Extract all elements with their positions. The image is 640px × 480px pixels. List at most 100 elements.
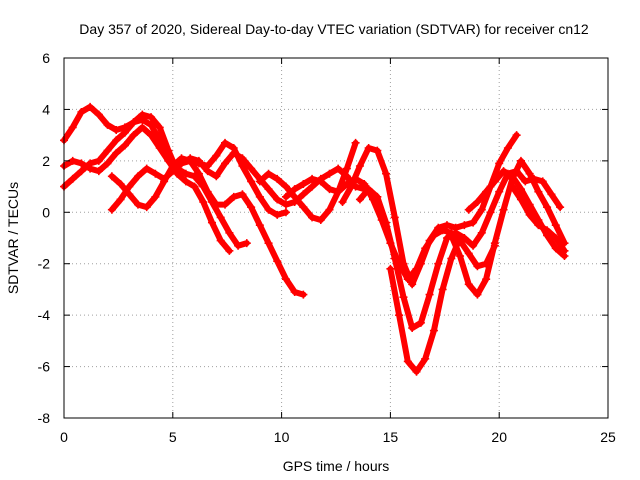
x-tick-label: 25 <box>600 429 616 445</box>
data-point <box>477 205 486 214</box>
data-point <box>469 218 478 227</box>
data-point <box>151 192 160 201</box>
data-point <box>290 185 299 194</box>
y-tick-label: 4 <box>42 101 50 117</box>
data-point <box>551 221 560 230</box>
data-point <box>229 192 238 201</box>
data-point <box>416 259 425 268</box>
series-arc-11 <box>386 234 465 376</box>
data-point <box>181 177 190 186</box>
data-point <box>456 252 465 260</box>
y-tick-label: -8 <box>38 410 51 426</box>
data-point <box>316 216 325 224</box>
data-point <box>133 172 142 181</box>
data-point <box>390 213 399 222</box>
data-point <box>299 290 308 299</box>
data-point <box>160 177 169 186</box>
x-tick-label: 15 <box>383 429 399 445</box>
data-point <box>216 213 225 222</box>
data-point <box>255 177 264 186</box>
data-point <box>364 185 373 194</box>
data-point <box>203 167 212 176</box>
data-point <box>142 203 151 212</box>
plot-frame <box>63 57 609 419</box>
data-point <box>186 154 195 163</box>
data-point <box>416 318 425 327</box>
data-point <box>408 324 417 332</box>
data-point <box>133 200 142 209</box>
x-tick-label: 0 <box>60 429 68 445</box>
data-point <box>107 172 116 181</box>
data-point <box>129 131 138 140</box>
data-point <box>112 149 121 158</box>
data-point <box>403 357 412 366</box>
data-point <box>181 169 190 178</box>
x-axis-title: GPS time / hours <box>283 458 390 474</box>
data-point <box>264 185 273 194</box>
data-point <box>538 177 547 186</box>
data-point <box>77 167 86 176</box>
data-point <box>334 187 343 196</box>
data-point <box>77 159 86 168</box>
data-point <box>125 190 134 199</box>
data-point <box>164 146 173 155</box>
data-point <box>138 110 147 119</box>
y-tick-label: -2 <box>38 256 51 272</box>
data-point <box>508 182 517 191</box>
data-point <box>273 210 282 219</box>
x-tick-label: 20 <box>491 429 507 445</box>
data-point <box>543 226 552 235</box>
data-point <box>290 288 299 296</box>
data-point <box>225 228 234 237</box>
data-point <box>221 200 230 209</box>
data-point <box>281 275 290 284</box>
data-point <box>103 159 112 168</box>
data-point <box>68 123 77 132</box>
data-point <box>347 182 356 191</box>
data-point <box>273 195 282 204</box>
data-point <box>120 128 129 137</box>
data-point <box>120 141 129 150</box>
data-point <box>281 182 290 191</box>
series-arc-14 <box>508 182 569 255</box>
data-point <box>464 205 473 214</box>
data-point <box>460 221 469 230</box>
data-point <box>203 187 212 196</box>
axis-ticks: 0 5 10 15 20 25 -8 -6 -4 -2 0 2 4 6 <box>38 50 616 445</box>
data-point <box>408 280 417 289</box>
data-point <box>177 159 186 168</box>
data-point <box>151 169 160 178</box>
data-point <box>86 159 95 168</box>
data-point <box>264 239 273 248</box>
data-point <box>438 285 447 294</box>
data-point <box>560 246 569 255</box>
grid-lines <box>64 58 608 418</box>
data-point <box>508 172 517 181</box>
data-point <box>299 190 308 199</box>
data-point <box>247 177 256 186</box>
data-point <box>338 198 347 206</box>
data-point <box>308 174 317 183</box>
data-point <box>442 221 451 230</box>
data-point <box>138 123 147 132</box>
data-point <box>516 156 525 165</box>
data-point <box>499 167 508 176</box>
data-point <box>382 169 391 178</box>
data-point <box>255 192 264 201</box>
data-point <box>94 110 103 119</box>
data-point <box>229 149 238 158</box>
data-point <box>264 205 273 214</box>
chart-title: Day 357 of 2020, Sidereal Day-to-day VTE… <box>79 21 589 37</box>
data-point <box>68 156 77 165</box>
data-point <box>103 120 112 129</box>
data-point <box>299 180 308 188</box>
data-point <box>516 185 525 194</box>
data-point <box>473 198 482 206</box>
y-tick-label: -6 <box>38 359 51 375</box>
data-point <box>464 280 473 289</box>
data-point <box>155 144 164 152</box>
data-point <box>112 136 121 145</box>
data-point <box>490 239 499 248</box>
data-point <box>499 205 508 214</box>
